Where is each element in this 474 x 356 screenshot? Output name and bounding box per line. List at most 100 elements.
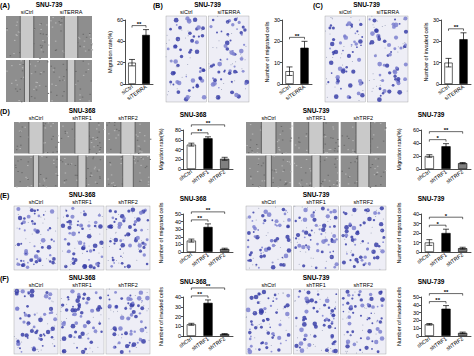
- svg-text:SNU-739: SNU-739: [303, 107, 330, 114]
- svg-text:SNU-739: SNU-739: [418, 278, 445, 285]
- svg-text:20: 20: [433, 38, 439, 44]
- svg-text:Migration rate(%): Migration rate(%): [396, 128, 402, 170]
- svg-text:30: 30: [433, 17, 439, 23]
- svg-text:SNU-368: SNU-368: [180, 278, 207, 285]
- svg-text:SNU-368: SNU-368: [180, 195, 207, 202]
- svg-text:Migration rate(%): Migration rate(%): [107, 31, 113, 73]
- svg-text:50: 50: [413, 294, 419, 300]
- svg-text:30: 30: [413, 221, 419, 227]
- svg-text:*: *: [437, 221, 440, 227]
- svg-text:**: **: [206, 207, 211, 213]
- svg-text:30: 30: [175, 226, 181, 232]
- svg-text:30: 30: [274, 17, 280, 23]
- svg-text:Migration rate(%): Migration rate(%): [158, 128, 164, 170]
- svg-text:10: 10: [433, 60, 439, 66]
- svg-text:**: **: [197, 128, 202, 134]
- svg-text:(B): (B): [153, 2, 163, 10]
- svg-text:shTRF2: shTRF2: [354, 115, 374, 121]
- svg-text:**: **: [295, 33, 300, 39]
- svg-text:**: **: [197, 215, 202, 221]
- svg-text:Number of migrated cells: Number of migrated cells: [396, 202, 402, 263]
- svg-text:shTRF2: shTRF2: [445, 336, 464, 352]
- svg-text:shTRF1: shTRF1: [190, 169, 209, 185]
- svg-text:SNU-368: SNU-368: [69, 107, 96, 114]
- svg-text:20: 20: [175, 156, 181, 162]
- svg-text:SNU-739: SNU-739: [303, 191, 330, 198]
- svg-text:0: 0: [416, 166, 419, 172]
- svg-text:siTERRA: siTERRA: [284, 83, 306, 101]
- svg-text:shTRF2: shTRF2: [445, 169, 464, 185]
- svg-text:50: 50: [175, 211, 181, 217]
- svg-text:0: 0: [178, 333, 181, 339]
- svg-text:40: 40: [175, 147, 181, 153]
- svg-text:80: 80: [175, 127, 181, 133]
- svg-text:SNU-739: SNU-739: [303, 274, 330, 281]
- svg-text:10: 10: [175, 241, 181, 247]
- svg-text:60: 60: [175, 137, 181, 143]
- svg-text:shTRF2: shTRF2: [207, 252, 226, 268]
- svg-text:20: 20: [413, 230, 419, 236]
- svg-text:Number of invaded cells: Number of invaded cells: [396, 287, 402, 346]
- svg-text:0: 0: [178, 249, 181, 255]
- svg-text:shTRF1: shTRF1: [72, 282, 92, 288]
- svg-text:20: 20: [413, 153, 419, 159]
- svg-text:**: **: [137, 21, 142, 27]
- svg-text:0: 0: [436, 81, 439, 87]
- svg-text:shCtrl: shCtrl: [29, 115, 43, 121]
- svg-text:shTRF2: shTRF2: [445, 252, 464, 268]
- svg-text:siTERRA: siTERRA: [443, 83, 465, 101]
- svg-text:10: 10: [413, 240, 419, 246]
- svg-text:**: **: [206, 120, 211, 126]
- svg-text:shTRF1: shTRF1: [72, 115, 92, 121]
- svg-text:20: 20: [175, 314, 181, 320]
- svg-text:**: **: [454, 24, 459, 30]
- svg-text:20: 20: [117, 60, 123, 66]
- svg-text:10: 10: [413, 325, 419, 331]
- svg-text:siTERRA: siTERRA: [376, 9, 399, 15]
- svg-text:10: 10: [175, 323, 181, 329]
- svg-text:shCtrl: shCtrl: [261, 199, 275, 205]
- svg-text:40: 40: [117, 38, 123, 44]
- svg-text:30: 30: [413, 310, 419, 316]
- svg-text:siTERRA: siTERRA: [126, 83, 148, 101]
- svg-text:shTRF1: shTRF1: [306, 115, 326, 121]
- svg-text:shTRF2: shTRF2: [354, 282, 374, 288]
- svg-text:40: 40: [413, 211, 419, 217]
- svg-text:0: 0: [277, 81, 280, 87]
- svg-text:(A): (A): [0, 2, 10, 10]
- svg-text:(D): (D): [0, 108, 10, 116]
- svg-text:shTRF1: shTRF1: [306, 199, 326, 205]
- svg-text:**: **: [206, 283, 211, 289]
- svg-text:**: **: [435, 297, 440, 303]
- svg-text:0: 0: [416, 333, 419, 339]
- svg-text:20: 20: [175, 234, 181, 240]
- svg-text:shTRF2: shTRF2: [118, 115, 138, 121]
- svg-text:(E): (E): [0, 192, 9, 200]
- svg-text:*: *: [437, 135, 440, 141]
- svg-text:siTERRA: siTERRA: [60, 9, 83, 15]
- svg-text:SNU-368: SNU-368: [69, 191, 96, 198]
- svg-text:shTRF2: shTRF2: [354, 199, 374, 205]
- svg-text:siCtrl: siCtrl: [339, 9, 352, 15]
- svg-text:Number of migrated cells: Number of migrated cells: [264, 21, 270, 82]
- svg-text:shTRF2: shTRF2: [207, 336, 226, 352]
- svg-text:0: 0: [416, 249, 419, 255]
- svg-text:*: *: [445, 213, 448, 219]
- svg-text:Number of invaded cells: Number of invaded cells: [423, 22, 429, 81]
- svg-text:0: 0: [178, 166, 181, 172]
- svg-text:shTRF1: shTRF1: [428, 169, 447, 185]
- svg-text:60: 60: [117, 17, 123, 23]
- svg-text:shTRF1: shTRF1: [428, 252, 447, 268]
- svg-text:siCtrl: siCtrl: [180, 9, 193, 15]
- svg-text:40: 40: [413, 302, 419, 308]
- svg-text:SNU-739: SNU-739: [418, 195, 445, 202]
- svg-text:Number of invaded cells: Number of invaded cells: [158, 287, 164, 346]
- svg-text:shTRF2: shTRF2: [118, 199, 138, 205]
- svg-text:shTRF1: shTRF1: [428, 336, 447, 352]
- svg-text:Number of migrated cells: Number of migrated cells: [158, 202, 164, 263]
- svg-text:20: 20: [413, 317, 419, 323]
- svg-text:(C): (C): [313, 2, 323, 10]
- svg-text:shTRF1: shTRF1: [72, 199, 92, 205]
- svg-text:shTRF1: shTRF1: [190, 336, 209, 352]
- svg-text:(F): (F): [0, 275, 9, 283]
